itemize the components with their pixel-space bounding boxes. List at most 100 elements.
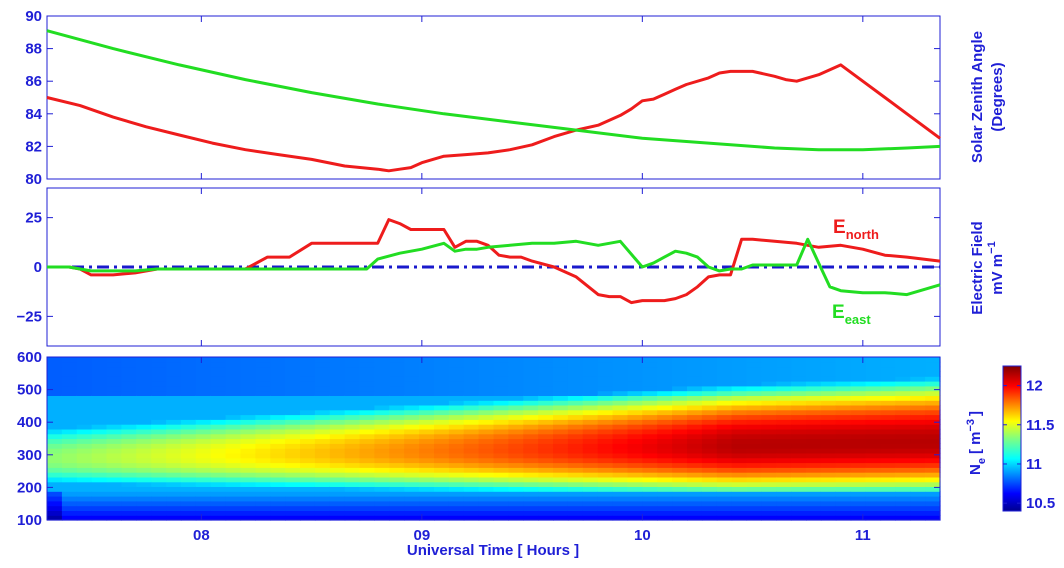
heatmap-cell [523,476,539,483]
heatmap-cell [419,409,435,416]
heatmap-cell [716,515,733,521]
heatmap-cell [314,510,331,516]
heatmap-cell [195,457,212,464]
heatmap-cell [210,486,227,492]
heatmap-cell [776,361,792,368]
heatmap-cell [255,371,271,377]
heatmap-cell [612,500,629,507]
heatmap-cell [612,419,629,425]
heatmap-cell [895,357,911,363]
heatmap-cell [61,404,78,411]
heatmap-cell [448,404,465,411]
heatmap-cell [389,448,405,454]
heatmap-cell [627,409,643,416]
heatmap-cell [746,510,762,516]
heatmap-cell [612,443,629,449]
heatmap-cell [47,424,63,430]
heatmap-cell [359,510,375,516]
heatmap-cell [523,472,539,478]
heatmap-cell [746,371,762,377]
heatmap-cell [151,433,167,440]
heatmap-cell [865,357,882,363]
heatmap-cell [225,390,242,396]
heatmap-cell [359,395,375,401]
heatmap-cell [61,371,78,377]
heatmap-cell [791,448,807,454]
heatmap-cell [820,395,837,401]
heatmap-cell [434,414,450,420]
heatmap-cell [925,433,941,440]
heatmap-cell [761,414,777,420]
heatmap-cell [389,467,405,473]
heatmap-cell [895,472,911,478]
heatmap-cell [820,505,837,511]
heatmap-cell [76,448,93,454]
heatmap-cell [523,395,539,401]
heatmap-cell [463,424,480,430]
heatmap-cell [716,481,733,487]
heatmap-cell [820,452,837,459]
heatmap-cell [478,452,495,459]
heatmap-cell [538,390,554,396]
heatmap-cell [210,467,227,473]
heatmap-cell [910,486,926,492]
heatmap-cell [240,390,256,396]
heatmap-cell [880,510,896,516]
heatmap-cell [820,472,837,478]
heatmap-cell [642,361,658,368]
heatmap-cell [880,400,896,406]
heatmap-cell [329,357,346,363]
heatmap-cell [314,462,331,468]
heatmap-cell [180,448,197,454]
heatmap-cell [776,409,792,416]
heatmap-cell [255,366,271,372]
heatmap-cell [106,404,122,411]
heatmap-cell [47,486,63,492]
heatmap-cell [820,409,837,416]
heatmap-cell [880,486,896,492]
heatmap-cell [166,500,182,507]
heatmap-cell [300,366,316,372]
heatmap-cell [523,400,539,406]
heatmap-cell [850,476,867,483]
heatmap-cell [225,462,242,468]
heatmap-cell [419,357,435,363]
heatmap-cell [672,438,688,444]
heatmap-cell [925,361,941,368]
heatmap-cell [582,404,599,411]
heatmap-cell [538,428,554,435]
heatmap-cell [270,371,286,377]
heatmap-cell [478,371,495,377]
heatmap-cell [910,476,926,483]
heatmap-cell [270,491,286,497]
heatmap-cell [731,515,748,521]
heatmap-cell [687,395,703,401]
heatmap-cell [910,438,926,444]
heatmap-cell [567,496,584,502]
heatmap-cell [627,419,643,425]
heatmap-cell [716,385,733,392]
heatmap-cell [865,472,882,478]
heatmap-cell [121,443,137,449]
heatmap-cell [761,486,777,492]
heatmap-cell [642,486,658,492]
heatmap-cell [329,481,346,487]
heatmap-cell [672,452,688,459]
heatmap-cell [553,481,569,487]
heatmap-cell [806,472,822,478]
heatmap-cell [374,505,390,511]
heatmap-cell [835,505,852,511]
heatmap-cell [657,366,673,372]
heatmap-cell [404,510,420,516]
heatmap-cell [687,462,703,468]
heatmap-cell [434,472,450,478]
heatmap-cell [47,452,63,459]
heatmap-cell [448,486,465,492]
heatmap-cell [270,515,286,521]
heatmap-cell [612,371,629,377]
heatmap-cell [91,357,108,363]
heatmap-cell [359,390,375,396]
heatmap-cell [210,500,227,507]
heatmap-cell [835,467,852,473]
heatmap-cell [538,505,554,511]
